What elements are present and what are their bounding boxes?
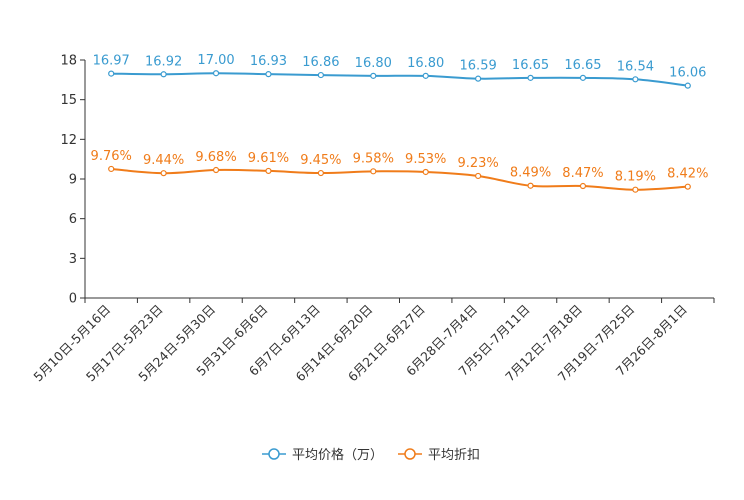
series-average-price: 16.97 16.92 17.00 16.93 16.86 16.80 16.80 16.59… (93, 53, 706, 89)
data-label: 9.61% (248, 151, 289, 166)
data-point[interactable] (212, 70, 220, 77)
data-label: 8.47% (562, 166, 603, 181)
data-label: 16.59 (460, 59, 497, 74)
chart-legend[interactable]: 平均价格（万） 平均折扣 (262, 447, 480, 463)
data-point[interactable] (579, 182, 587, 190)
data-point[interactable] (422, 72, 429, 79)
legend-marker (404, 448, 416, 460)
data-label: 16.54 (617, 59, 654, 74)
data-label: 16.92 (145, 54, 182, 69)
data-point[interactable] (108, 165, 115, 173)
data-label: 9.45% (300, 153, 341, 168)
data-point[interactable] (422, 168, 429, 176)
data-label: 16.80 (355, 56, 392, 71)
legend-marker (268, 448, 280, 460)
data-point[interactable] (475, 75, 482, 82)
chart-series-layer: 16.97 16.92 17.00 16.93 16.86 16.80 16.80 16.59… (91, 53, 708, 193)
data-label: 17.00 (197, 53, 234, 68)
chart-axes: 03691215185月10日-5月16日5月17日-5月23日5月24日-5月… (30, 54, 715, 384)
data-point[interactable] (632, 76, 639, 83)
data-label: 9.44% (143, 153, 184, 168)
y-tick-label: 3 (69, 252, 77, 267)
data-point[interactable] (317, 71, 324, 79)
y-tick-label: 15 (60, 93, 77, 108)
data-point[interactable] (684, 82, 691, 89)
data-label: 8.49% (510, 166, 551, 181)
data-label: 8.19% (615, 170, 656, 185)
y-tick-label: 12 (60, 133, 77, 148)
data-label: 16.65 (564, 58, 601, 73)
data-label: 8.42% (667, 167, 708, 182)
data-label: 16.93 (250, 54, 287, 69)
data-point[interactable] (265, 71, 272, 78)
data-point[interactable] (527, 74, 534, 81)
data-label: 16.97 (93, 54, 130, 69)
data-label: 16.65 (512, 58, 549, 73)
data-label: 16.80 (407, 56, 444, 71)
data-label: 16.06 (669, 66, 706, 81)
legend-label: 平均价格（万） (292, 447, 383, 463)
series-line (111, 167, 688, 191)
series-average-discount: 9.76% 9.44% 9.68% 9.61% 9.45% 9.58% 9.53% 9.23%… (91, 149, 708, 193)
data-point[interactable] (265, 167, 272, 175)
data-point[interactable] (160, 71, 167, 78)
y-tick-label: 9 (69, 173, 77, 188)
data-point[interactable] (317, 169, 324, 177)
data-point[interactable] (632, 186, 639, 193)
data-point[interactable] (160, 170, 167, 177)
data-label: 9.76% (91, 149, 132, 164)
data-label: 9.58% (353, 151, 394, 166)
legend-item-average-discount[interactable]: 平均折扣 (398, 448, 480, 463)
legend-label: 平均折扣 (428, 448, 480, 463)
data-point[interactable] (370, 168, 377, 175)
y-tick-label: 18 (60, 54, 77, 69)
data-point[interactable] (579, 74, 587, 81)
data-point[interactable] (370, 72, 377, 79)
y-tick-label: 0 (69, 292, 77, 307)
data-label: 9.68% (195, 150, 236, 165)
data-label: 9.23% (457, 156, 498, 171)
data-point[interactable] (108, 70, 115, 77)
legend-item-average-price[interactable]: 平均价格（万） (262, 447, 383, 463)
data-label: 16.86 (302, 55, 339, 70)
data-label: 9.53% (405, 152, 446, 167)
data-point[interactable] (212, 166, 220, 174)
data-point[interactable] (475, 172, 482, 180)
series-line (111, 72, 688, 87)
data-point[interactable] (527, 182, 534, 189)
data-point[interactable] (684, 183, 691, 190)
y-tick-label: 6 (69, 212, 77, 227)
